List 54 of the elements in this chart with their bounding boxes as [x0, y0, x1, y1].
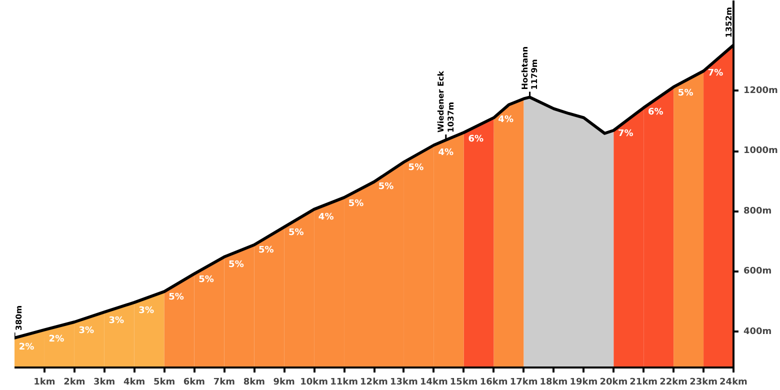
y-tick-label: 400m — [744, 326, 772, 337]
annotation: 1352m — [724, 6, 734, 38]
x-tick-label: 22km — [660, 378, 688, 388]
x-tick-label: 16km — [480, 378, 508, 388]
x-tick-label: 23km — [690, 378, 718, 388]
series-label: 6% — [468, 134, 484, 144]
series-label: 5% — [288, 228, 304, 238]
y-tick-label: 800m — [744, 206, 772, 216]
x-tick-label: 12km — [360, 378, 388, 388]
x-tick-label: 6km — [183, 378, 206, 388]
series-label: 7% — [618, 129, 634, 140]
series-label: 4% — [438, 148, 454, 158]
x-tick-label: 8km — [243, 378, 265, 388]
x-tick-label: 17km — [510, 378, 538, 388]
x-tick-label: 1km — [34, 378, 56, 388]
x-tick-label: 20km — [600, 378, 628, 388]
annotation: Hochtann 1179m — [520, 46, 540, 90]
series-label: 5% — [168, 292, 184, 302]
x-tick-label: 7km — [213, 378, 236, 388]
x-tick-label: 5km — [153, 378, 176, 388]
x-tick-label: 3km — [94, 378, 116, 388]
x-tick-label: 11km — [330, 378, 358, 388]
x-tick-label: 10km — [300, 378, 328, 388]
x-tick-label: 18km — [540, 378, 568, 388]
series-label: 5% — [348, 199, 364, 210]
series-label: 7% — [708, 68, 724, 78]
x-tick-label: 13km — [390, 378, 418, 388]
x-tick-label: 14km — [420, 378, 448, 388]
annotation: 380m — [14, 305, 24, 330]
series-label: 5% — [678, 88, 694, 98]
series-label: 5% — [198, 274, 214, 285]
series-label: 6% — [648, 107, 664, 118]
series-label: 4% — [318, 212, 334, 222]
series-label: 5% — [408, 163, 424, 174]
series-label: 5% — [258, 246, 274, 256]
series-label: 4% — [498, 115, 514, 126]
series-label: 3% — [78, 326, 94, 336]
series-label: 5% — [378, 182, 394, 192]
x-tick-label: 19km — [570, 378, 598, 388]
annotation: Wiedener Eck 1037m — [436, 70, 456, 133]
x-tick-label: 24km — [720, 378, 748, 388]
y-tick-label: 1000m — [744, 146, 778, 156]
series-label: 3% — [108, 316, 124, 326]
x-tick-label: 2km — [64, 378, 86, 388]
y-tick-label: 1200m — [744, 86, 778, 96]
x-tick-label: 21km — [630, 378, 658, 388]
x-tick-label: 9km — [273, 378, 295, 388]
series-label: 2% — [48, 334, 64, 345]
x-tick-label: 4km — [124, 378, 146, 388]
y-tick-label: 600m — [744, 266, 772, 277]
x-tick-label: 15km — [450, 378, 478, 388]
series-label: 2% — [18, 342, 34, 353]
series-label: 3% — [138, 306, 154, 316]
series-label: 5% — [228, 260, 244, 270]
